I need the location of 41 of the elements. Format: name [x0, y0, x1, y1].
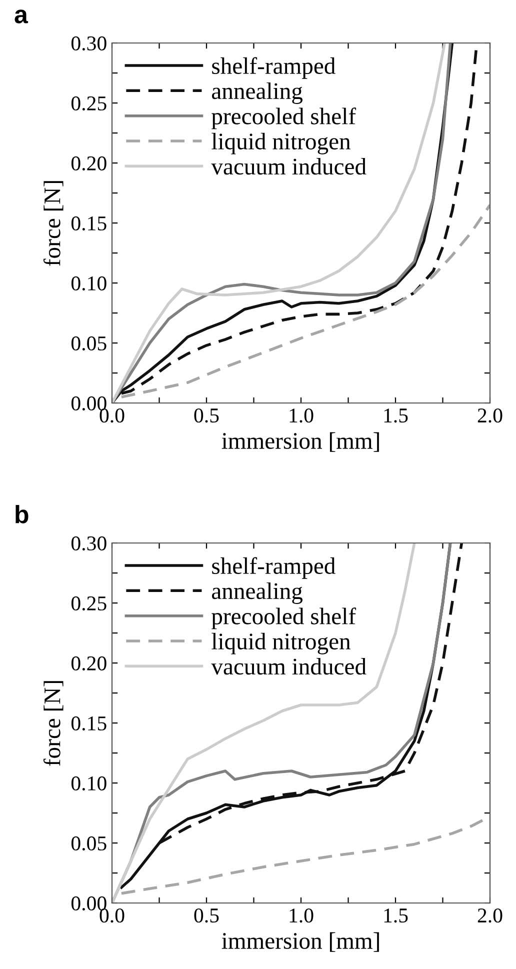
y-tick-label: 0.00: [71, 396, 106, 411]
chart-title: b: [16, 505, 28, 524]
y-tick-label: 0.05: [71, 836, 106, 851]
y-tick-label: 0.15: [71, 716, 106, 731]
y-axis-title: force [N]: [43, 181, 64, 266]
y-tick-label: 0.00: [71, 896, 106, 911]
x-tick-label: 0.5: [194, 908, 219, 923]
y-tick-label: 0.05: [71, 336, 106, 351]
legend-label: annealing: [212, 82, 302, 104]
legend-label: precooled shelf: [212, 608, 356, 630]
legend-label: annealing: [212, 582, 302, 604]
y-tick-label: 0.10: [71, 776, 106, 791]
legend-label: shelf-ramped: [212, 57, 336, 79]
x-tick-label: 0.0: [100, 908, 124, 923]
x-tick-label: 1.0: [290, 908, 314, 923]
legend-label: precooled shelf: [212, 108, 356, 130]
x-tick-label: 1.5: [384, 908, 408, 923]
line-series: [120, 204, 490, 398]
y-tick-label: 0.25: [71, 96, 106, 111]
legend-label: liquid nitrogen: [212, 132, 350, 154]
chart-title: a: [14, 10, 28, 24]
x-axis-title: immersion [mm]: [222, 432, 379, 452]
y-tick-label: 0.25: [71, 596, 106, 611]
x-tick-label: 1.5: [384, 408, 408, 423]
x-tick-label: 1.0: [290, 408, 314, 423]
x-tick-label: 0.5: [194, 408, 219, 423]
y-tick-label: 0.20: [71, 656, 106, 671]
legend-label: vacuum induced: [211, 158, 366, 175]
y-tick-label: 0.10: [71, 276, 106, 291]
y-axis-title: force [N]: [43, 681, 64, 766]
legend-label: shelf-ramped: [212, 557, 336, 579]
legend-label: vacuum induced: [211, 658, 366, 675]
y-tick-label: 0.20: [71, 156, 106, 171]
x-tick-label: 2.0: [478, 908, 502, 923]
y-tick-label: 0.15: [71, 216, 106, 231]
y-tick-label: 0.30: [71, 36, 106, 51]
x-tick-label: 2.0: [478, 408, 502, 423]
x-tick-label: 0.0: [100, 408, 124, 423]
x-axis-title: immersion [mm]: [222, 932, 379, 952]
y-tick-label: 0.30: [71, 536, 106, 551]
legend-label: liquid nitrogen: [212, 632, 350, 654]
